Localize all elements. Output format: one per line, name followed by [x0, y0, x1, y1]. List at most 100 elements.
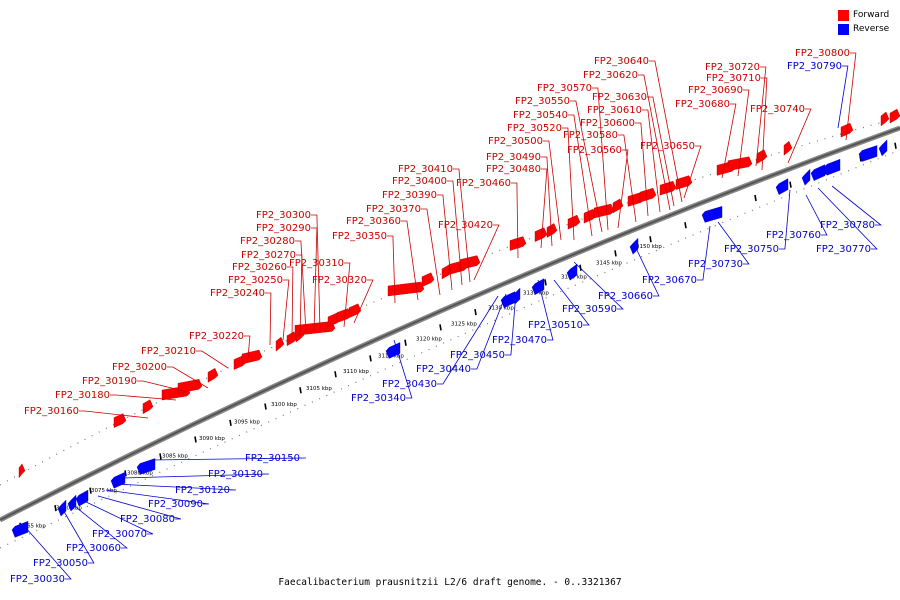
gene-label-fp2-30690[interactable]: FP2_30690 [688, 85, 743, 96]
gene-label-fp2-30060[interactable]: FP2_30060 [66, 543, 121, 554]
gene-label-fp2-30680[interactable]: FP2_30680 [675, 99, 730, 110]
reverse-gene [500, 291, 516, 308]
gene-label-fp2-30190[interactable]: FP2_30190 [82, 376, 137, 387]
gene-label-fp2-30210[interactable]: FP2_30210 [141, 346, 196, 357]
scale-tick [754, 194, 757, 202]
gene-label-fp2-30360[interactable]: FP2_30360 [346, 216, 401, 227]
gene-label-fp2-30520[interactable]: FP2_30520 [507, 123, 562, 134]
reverse-leader-line [71, 503, 129, 549]
forward-leader-line [264, 292, 272, 346]
gene-label-fp2-30500[interactable]: FP2_30500 [488, 136, 543, 147]
gene-label-fp2-30300[interactable]: FP2_30300 [256, 210, 311, 221]
gene-label-fp2-30240[interactable]: FP2_30240 [210, 288, 265, 299]
gene-label-fp2-30790[interactable]: FP2_30790 [787, 61, 842, 72]
gene-label-fp2-30630[interactable]: FP2_30630 [592, 92, 647, 103]
gene-label-fp2-30580[interactable]: FP2_30580 [563, 130, 618, 141]
gene-label-fp2-30470[interactable]: FP2_30470 [492, 335, 547, 346]
gene-label-fp2-30460[interactable]: FP2_30460 [456, 178, 511, 189]
forward-leader-line [243, 335, 251, 359]
scale-tick [299, 387, 302, 394]
forward-label: Forward [853, 10, 890, 20]
gene-label-fp2-30320[interactable]: FP2_30320 [312, 275, 367, 286]
gene-label-fp2-30720[interactable]: FP2_30720 [705, 62, 760, 73]
gene-label-fp2-30780[interactable]: FP2_30780 [820, 220, 875, 231]
gene-label-fp2-30130[interactable]: FP2_30130 [208, 469, 263, 480]
forward-leader-line [569, 100, 603, 233]
gene-label-fp2-30590[interactable]: FP2_30590 [562, 304, 617, 315]
gene-label-fp2-30350[interactable]: FP2_30350 [332, 231, 387, 242]
gene-label-fp2-30440[interactable]: FP2_30440 [416, 364, 471, 375]
gene-label-fp2-30560[interactable]: FP2_30560 [567, 145, 622, 156]
kbp-tick-label: 3145 kbp [596, 260, 622, 266]
gene-label-fp2-30290[interactable]: FP2_30290 [256, 223, 311, 234]
kbp-tick-label: 3140 kbp [561, 275, 587, 281]
gene-label-fp2-30640[interactable]: FP2_30640 [594, 56, 649, 67]
forward-gene [294, 321, 336, 336]
forward-leader-line [343, 262, 351, 328]
reverse-leader-line [81, 499, 154, 535]
forward-leader-line [737, 89, 750, 177]
gene-label-fp2-30090[interactable]: FP2_30090 [148, 499, 203, 510]
gene-label-fp2-30430[interactable]: FP2_30430 [382, 379, 437, 390]
gene-label-fp2-30050[interactable]: FP2_30050 [33, 558, 88, 569]
gene-label-fp2-30400[interactable]: FP2_30400 [392, 176, 447, 187]
reverse-leader-line [573, 261, 624, 310]
gene-label-fp2-30800[interactable]: FP2_30800 [795, 48, 850, 59]
gene-label-fp2-30550[interactable]: FP2_30550 [515, 96, 570, 107]
gene-label-fp2-30160[interactable]: FP2_30160 [24, 406, 79, 417]
legend: Forward Reverse [838, 8, 889, 36]
gene-label-fp2-30120[interactable]: FP2_30120 [175, 485, 230, 496]
gene-label-fp2-30610[interactable]: FP2_30610 [587, 105, 642, 116]
gene-label-fp2-30270[interactable]: FP2_30270 [241, 250, 296, 261]
reverse-leader-line [393, 339, 413, 399]
gene-label-fp2-30280[interactable]: FP2_30280 [240, 236, 295, 247]
forward-gene [659, 180, 677, 196]
gene-label-fp2-30250[interactable]: FP2_30250 [228, 275, 283, 286]
gene-label-fp2-30070[interactable]: FP2_30070 [92, 529, 147, 540]
gene-label-fp2-30410[interactable]: FP2_30410 [398, 164, 453, 175]
gene-label-fp2-30770[interactable]: FP2_30770 [816, 244, 871, 255]
gene-label-fp2-30310[interactable]: FP2_30310 [289, 258, 344, 269]
gene-label-fp2-30030[interactable]: FP2_30030 [10, 574, 65, 585]
gene-label-fp2-30710[interactable]: FP2_30710 [706, 73, 761, 84]
gene-label-fp2-30510[interactable]: FP2_30510 [528, 320, 583, 331]
gene-label-fp2-30490[interactable]: FP2_30490 [486, 152, 541, 163]
forward-leader-line [353, 279, 374, 324]
gene-label-fp2-30600[interactable]: FP2_30600 [580, 118, 635, 129]
gene-label-fp2-30730[interactable]: FP2_30730 [688, 259, 743, 270]
gene-label-fp2-30150[interactable]: FP2_30150 [245, 453, 300, 464]
reverse-gene [878, 139, 888, 157]
reverse-leader-line [25, 527, 72, 580]
gene-label-fp2-30660[interactable]: FP2_30660 [598, 291, 653, 302]
gene-label-fp2-30220[interactable]: FP2_30220 [189, 331, 244, 342]
gene-label-fp2-30750[interactable]: FP2_30750 [724, 244, 779, 255]
gene-label-fp2-30480[interactable]: FP2_30480 [486, 164, 541, 175]
gene-label-fp2-30670[interactable]: FP2_30670 [642, 275, 697, 286]
gene-label-fp2-30200[interactable]: FP2_30200 [112, 362, 167, 373]
gene-label-fp2-30540[interactable]: FP2_30540 [513, 110, 568, 121]
gene-label-fp2-30420[interactable]: FP2_30420 [438, 220, 493, 231]
gene-label-fp2-30760[interactable]: FP2_30760 [766, 230, 821, 241]
forward-leader-line [78, 410, 149, 419]
gene-label-fp2-30740[interactable]: FP2_30740 [750, 104, 805, 115]
kbp-tick-label: 3090 kbp [199, 436, 225, 442]
forward-leader-line [567, 114, 593, 237]
forward-leader-line [648, 60, 683, 203]
gene-label-fp2-30450[interactable]: FP2_30450 [450, 350, 505, 361]
gene-label-fp2-30620[interactable]: FP2_30620 [583, 70, 638, 81]
gene-label-fp2-30390[interactable]: FP2_30390 [382, 190, 437, 201]
gene-label-fp2-30650[interactable]: FP2_30650 [640, 141, 695, 152]
gene-label-fp2-30340[interactable]: FP2_30340 [351, 393, 406, 404]
reverse-leader-line [436, 295, 499, 385]
scale-tick [159, 453, 162, 460]
gene-label-fp2-30370[interactable]: FP2_30370 [366, 204, 421, 215]
kbp-tick-label: 3110 kbp [343, 369, 369, 375]
scale-tick [789, 181, 792, 188]
gene-label-fp2-30570[interactable]: FP2_30570 [537, 83, 592, 94]
scale-tick [54, 505, 57, 512]
forward-gene [639, 187, 657, 203]
gene-label-fp2-30080[interactable]: FP2_30080 [120, 514, 175, 525]
gene-label-fp2-30180[interactable]: FP2_30180 [55, 390, 110, 401]
gene-label-fp2-30260[interactable]: FP2_30260 [232, 262, 287, 273]
forward-gene [18, 463, 26, 479]
